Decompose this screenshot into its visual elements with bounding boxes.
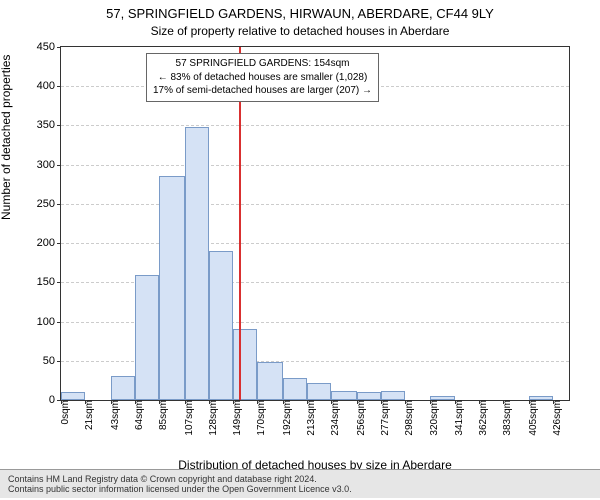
- gridline: [61, 125, 569, 126]
- xtick-label: 128sqm: [206, 400, 219, 436]
- histogram-bar: [257, 362, 282, 400]
- ytick-label: 150: [37, 276, 61, 288]
- xtick-label: 383sqm: [500, 400, 513, 436]
- annotation-box: 57 SPRINGFIELD GARDENS: 154sqm ← 83% of …: [146, 53, 379, 102]
- gridline: [61, 204, 569, 205]
- xtick-label: 149sqm: [230, 400, 243, 436]
- ytick-label: 200: [37, 237, 61, 249]
- ytick-label: 250: [37, 198, 61, 210]
- histogram-bar: [185, 127, 209, 400]
- ytick-label: 400: [37, 80, 61, 92]
- xtick-label: 192sqm: [280, 400, 293, 436]
- ytick-label: 50: [43, 355, 61, 367]
- gridline: [61, 165, 569, 166]
- xtick-label: 320sqm: [427, 400, 440, 436]
- histogram-bar: [430, 396, 454, 400]
- xtick-label: 213sqm: [304, 400, 317, 436]
- plot-area: 0501001502002503003504004500sqm21sqm43sq…: [60, 46, 570, 401]
- xtick-label: 426sqm: [550, 400, 563, 436]
- xtick-label: 21sqm: [82, 400, 95, 430]
- xtick-label: 0sqm: [58, 400, 71, 424]
- chart-footer: Contains HM Land Registry data © Crown c…: [0, 469, 600, 498]
- xtick-label: 341sqm: [452, 400, 465, 436]
- xtick-label: 85sqm: [156, 400, 169, 430]
- xtick-label: 277sqm: [378, 400, 391, 436]
- xtick-label: 298sqm: [402, 400, 415, 436]
- annotation-line-2: ← 83% of detached houses are smaller (1,…: [153, 71, 372, 85]
- xtick-label: 234sqm: [328, 400, 341, 436]
- xtick-label: 256sqm: [354, 400, 367, 436]
- histogram-bar: [135, 275, 159, 401]
- xtick-label: 405sqm: [526, 400, 539, 436]
- chart-title: 57, SPRINGFIELD GARDENS, HIRWAUN, ABERDA…: [0, 6, 600, 21]
- histogram-bar: [331, 391, 356, 400]
- histogram-bar: [61, 392, 85, 400]
- xtick-label: 64sqm: [132, 400, 145, 430]
- xtick-label: 170sqm: [254, 400, 267, 436]
- histogram-bar: [357, 392, 381, 400]
- chart-subtitle: Size of property relative to detached ho…: [0, 24, 600, 38]
- ytick-label: 300: [37, 159, 61, 171]
- ytick-label: 100: [37, 316, 61, 328]
- histogram-bar: [307, 383, 331, 400]
- xtick-label: 107sqm: [182, 400, 195, 436]
- y-axis-label: Number of detached properties: [0, 55, 13, 220]
- chart-container: 57, SPRINGFIELD GARDENS, HIRWAUN, ABERDA…: [0, 0, 600, 500]
- histogram-bar: [381, 391, 405, 400]
- gridline: [61, 243, 569, 244]
- histogram-bar: [529, 396, 553, 400]
- histogram-bar: [283, 378, 307, 400]
- histogram-bar: [159, 176, 184, 400]
- footer-line-2: Contains public sector information licen…: [8, 484, 592, 494]
- histogram-bar: [233, 329, 257, 400]
- histogram-bar: [209, 251, 233, 400]
- histogram-bar: [111, 376, 135, 400]
- xtick-label: 43sqm: [108, 400, 121, 430]
- ytick-label: 350: [37, 119, 61, 131]
- annotation-line-3: 17% of semi-detached houses are larger (…: [153, 84, 372, 98]
- annotation-line-1: 57 SPRINGFIELD GARDENS: 154sqm: [153, 57, 372, 71]
- xtick-label: 362sqm: [476, 400, 489, 436]
- ytick-label: 450: [37, 41, 61, 53]
- footer-line-1: Contains HM Land Registry data © Crown c…: [8, 474, 592, 484]
